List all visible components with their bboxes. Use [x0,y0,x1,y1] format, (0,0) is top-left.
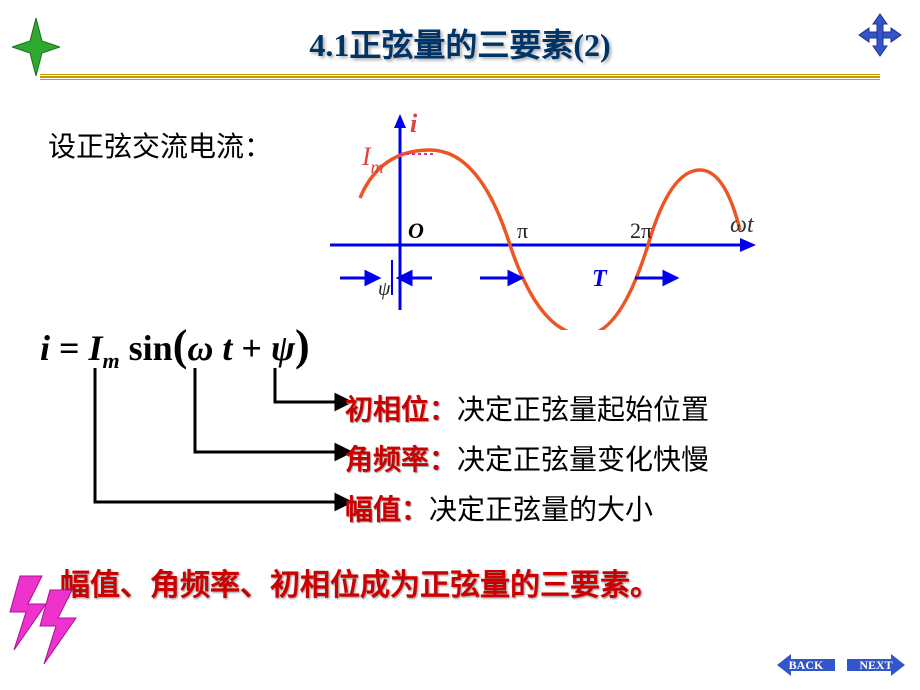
svg-text:T: T [592,266,608,292]
svg-text:i: i [410,110,418,138]
cross-arrows-icon [855,10,905,60]
svg-text:O: O [408,218,424,243]
desc-angular-freq: 角频率：决定正弦量变化快慢 [345,438,709,478]
back-button[interactable]: BACK [777,652,835,678]
lightning-icon [8,570,88,670]
next-button[interactable]: NEXT [847,652,905,678]
title-underline [40,74,880,80]
svg-text:ωt: ωt [730,212,755,238]
desc-amplitude: 幅值：决定正弦量的大小 [345,488,653,528]
svg-text:Im: Im [361,142,384,177]
svg-text:2π: 2π [630,218,652,243]
sine-chart: i Im O π 2π ωt T ψ [330,110,760,330]
intro-text: 设正弦交流电流： [48,125,272,165]
callout-lines [50,360,360,540]
desc-initial-phase: 初相位：决定正弦量起始位置 [345,388,709,428]
star-icon [12,18,60,76]
svg-text:π: π [517,218,528,243]
svg-text:ψ: ψ [378,278,391,300]
page-title: 4.1正弦量的三要素(2) [0,0,920,66]
summary-text: 幅值、角频率、初相位成为正弦量的三要素。 [60,560,660,604]
